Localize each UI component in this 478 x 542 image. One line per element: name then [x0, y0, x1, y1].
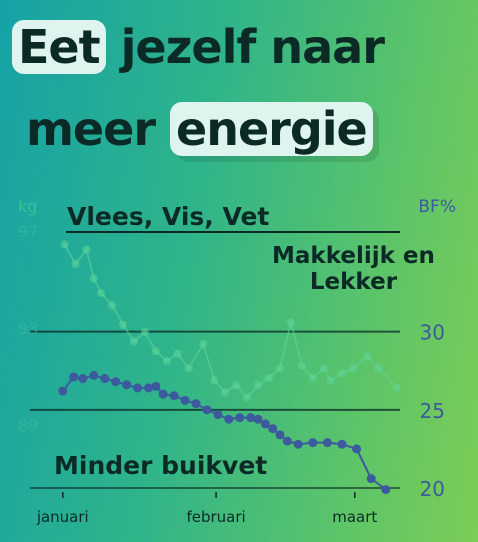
bodyfat-point — [322, 438, 332, 448]
bodyfat-point — [381, 485, 391, 495]
weight-point — [338, 369, 346, 378]
weight-point — [173, 349, 182, 358]
bodyfat-point — [260, 419, 270, 429]
bodyfat-point — [282, 436, 292, 446]
left-axis-unit: kg — [18, 197, 37, 216]
bodyfat-point — [213, 410, 223, 420]
left-axis-tick-label: 93 — [18, 319, 38, 338]
weight-point — [308, 373, 317, 382]
bodyfat-point — [151, 381, 161, 391]
weight-point — [210, 376, 219, 385]
bodyfat-point — [275, 430, 285, 440]
weight-point — [286, 318, 295, 327]
label-makkelijk-line-2: Lekker — [309, 269, 398, 295]
headline: Eet jezelf naar meer energie — [0, 0, 478, 190]
bodyfat-point — [235, 413, 245, 423]
weight-point — [275, 364, 284, 373]
headline-pill-eet: Eet — [12, 20, 106, 74]
bodyfat-point — [253, 414, 263, 424]
right-axis-tick-label: 25 — [420, 399, 445, 423]
label-underline — [66, 231, 400, 233]
right-axis-tick-label: 30 — [420, 321, 445, 345]
weight-point — [254, 381, 263, 390]
headline-line-1-rest: jezelf naar — [120, 20, 385, 74]
bodyfat-point — [89, 370, 99, 380]
headline-line-2: meer energie — [26, 100, 373, 158]
x-tick-label: januari — [36, 508, 89, 526]
label-minder-buikvet: Minder buikvet — [54, 451, 268, 480]
weight-point — [221, 388, 230, 397]
weight-point — [363, 352, 372, 361]
bodyfat-point — [337, 439, 347, 449]
weight-point — [319, 364, 328, 373]
weight-point — [392, 383, 401, 392]
bodyfat-point — [246, 413, 256, 423]
weight-point — [243, 393, 252, 402]
bodyfat-point — [144, 383, 154, 393]
weight-point — [297, 361, 306, 370]
bodyfat-point — [191, 399, 201, 409]
bodyfat-point — [58, 386, 68, 396]
bodyfat-point — [158, 389, 168, 399]
weight-point — [71, 259, 80, 268]
weight-point — [265, 373, 273, 382]
bodyfat-point — [202, 405, 212, 415]
bodyfat-point — [268, 424, 278, 434]
bodyfat-point — [122, 380, 132, 390]
right-axis-unit: BF% — [418, 197, 456, 217]
bodyfat-point — [169, 391, 179, 401]
bodyfat-point — [111, 377, 121, 387]
left-axis-tick-label: 89 — [18, 416, 38, 435]
weight-point — [232, 381, 241, 390]
weight-point — [162, 357, 171, 365]
weight-point — [151, 347, 160, 356]
headline-line-1: Eet jezelf naar — [12, 18, 385, 76]
bodyfat-point — [69, 372, 79, 382]
weight-point — [184, 364, 193, 373]
label-makkelijk-line-1: Makkelijk en — [272, 243, 435, 269]
right-axis-tick-label: 20 — [420, 477, 445, 501]
bodyfat-point — [293, 439, 303, 449]
weight-point — [374, 364, 383, 373]
bodyfat-point — [133, 383, 143, 393]
bodyfat-point — [352, 444, 362, 454]
headline-pill-energie: energie — [170, 102, 373, 156]
weight-point — [89, 274, 98, 283]
weight-point — [348, 364, 357, 373]
weight-point — [97, 289, 106, 298]
bodyfat-point — [100, 374, 110, 384]
weight-bodyfat-chart: januari februari maart kg 97 93 89 BF% 30 25 20 — [18, 197, 456, 526]
weight-point — [140, 327, 149, 336]
bodyfat-point — [78, 374, 88, 384]
bodyfat-point — [366, 474, 376, 484]
weight-point — [199, 340, 208, 349]
weight-point — [327, 376, 336, 385]
label-makkelijk-en-lekker: Makkelijk en Lekker — [272, 243, 435, 295]
weight-point — [119, 320, 127, 329]
weight-point — [108, 301, 117, 310]
weight-point — [82, 245, 91, 254]
bodyfat-point — [180, 395, 190, 405]
bodyfat-point — [308, 438, 318, 448]
left-axis-tick-label: 97 — [18, 222, 38, 241]
x-tick-label: maart — [332, 508, 377, 526]
bodyfat-point — [224, 414, 234, 424]
x-tick-label: februari — [186, 508, 245, 526]
label-vlees-vis-vet: Vlees, Vis, Vet — [67, 202, 270, 231]
weight-point — [129, 337, 138, 346]
headline-line-2-rest: meer — [26, 102, 156, 156]
weight-point — [60, 240, 69, 249]
